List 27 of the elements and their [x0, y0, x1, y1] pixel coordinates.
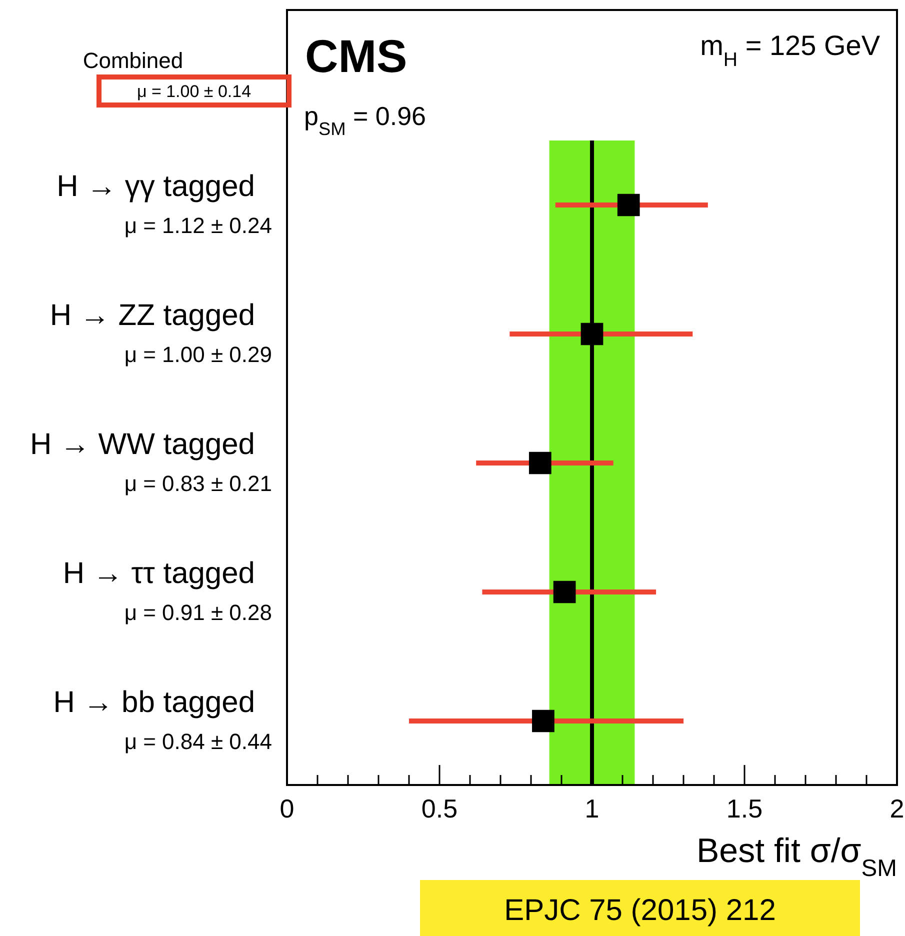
- point: [528, 452, 552, 474]
- text: p$_{SM}$ = 0.96: [304, 101, 426, 139]
- text: m$_{H}$ = 125 GeV: [700, 30, 880, 71]
- data-label: μ = 1.12 ± 0.24: [124, 213, 272, 238]
- text: Combined: [82, 48, 184, 73]
- x-tick-label: 1: [584, 793, 600, 824]
- x-axis-title: Best fit σ/σ$_{SM}$: [696, 832, 897, 882]
- y-tick-label: H → WW tagged: [30, 428, 255, 461]
- y-tick-label: H → ττ tagged: [62, 557, 255, 590]
- text: μ = 1.00 ± 0.14: [136, 82, 252, 101]
- y-tick-label: H → γγ tagged: [56, 170, 255, 203]
- point: [553, 580, 576, 604]
- x-tick-label: 1.5: [726, 793, 763, 824]
- x-tick-label: 0: [280, 793, 294, 824]
- point: [532, 710, 554, 732]
- text: CMS: [305, 30, 408, 82]
- x-tick-label: 2: [890, 793, 904, 824]
- data-label: μ = 1.00 ± 0.29: [124, 342, 272, 367]
- point: [580, 322, 604, 346]
- text: EPJC 75 (2015) 212: [504, 894, 776, 927]
- data-label: μ = 0.84 ± 0.44: [124, 729, 272, 754]
- data-label: μ = 0.83 ± 0.21: [124, 471, 272, 496]
- x-tick-label: 0.5: [421, 793, 458, 824]
- y-tick-label: H → bb tagged: [53, 686, 255, 719]
- data-label: μ = 0.91 ± 0.28: [124, 600, 272, 625]
- point: [617, 194, 640, 216]
- y-tick-label: H → ZZ tagged: [50, 299, 255, 332]
